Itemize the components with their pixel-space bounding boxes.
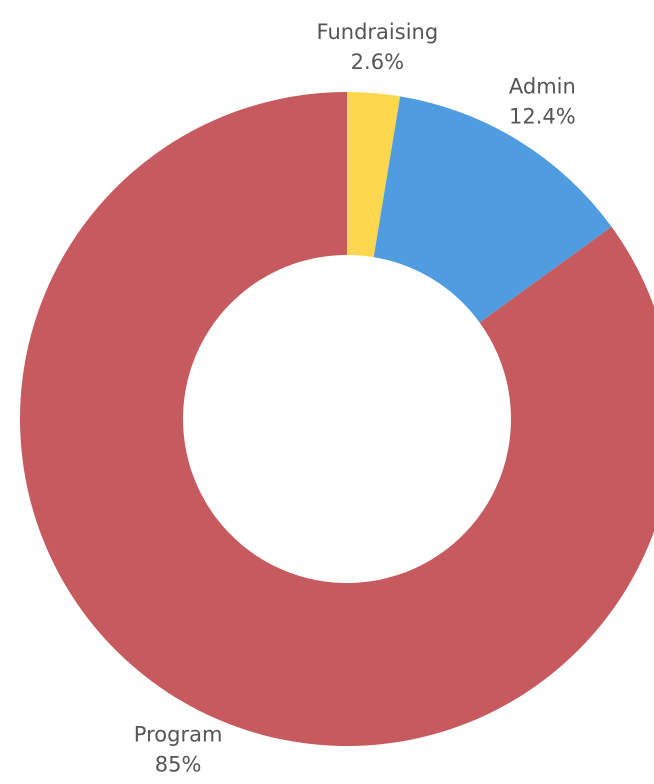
slice-label: Admin: [509, 74, 576, 98]
donut-slice: [20, 92, 654, 746]
value-label: 12.4%: [509, 104, 576, 128]
donut-slice: [373, 96, 612, 323]
slice-label: Fundraising: [317, 20, 439, 44]
value-label: 2.6%: [351, 50, 404, 74]
slice-label: Program: [134, 722, 223, 746]
value-label: 85%: [155, 752, 202, 776]
donut-slice: [347, 92, 401, 258]
